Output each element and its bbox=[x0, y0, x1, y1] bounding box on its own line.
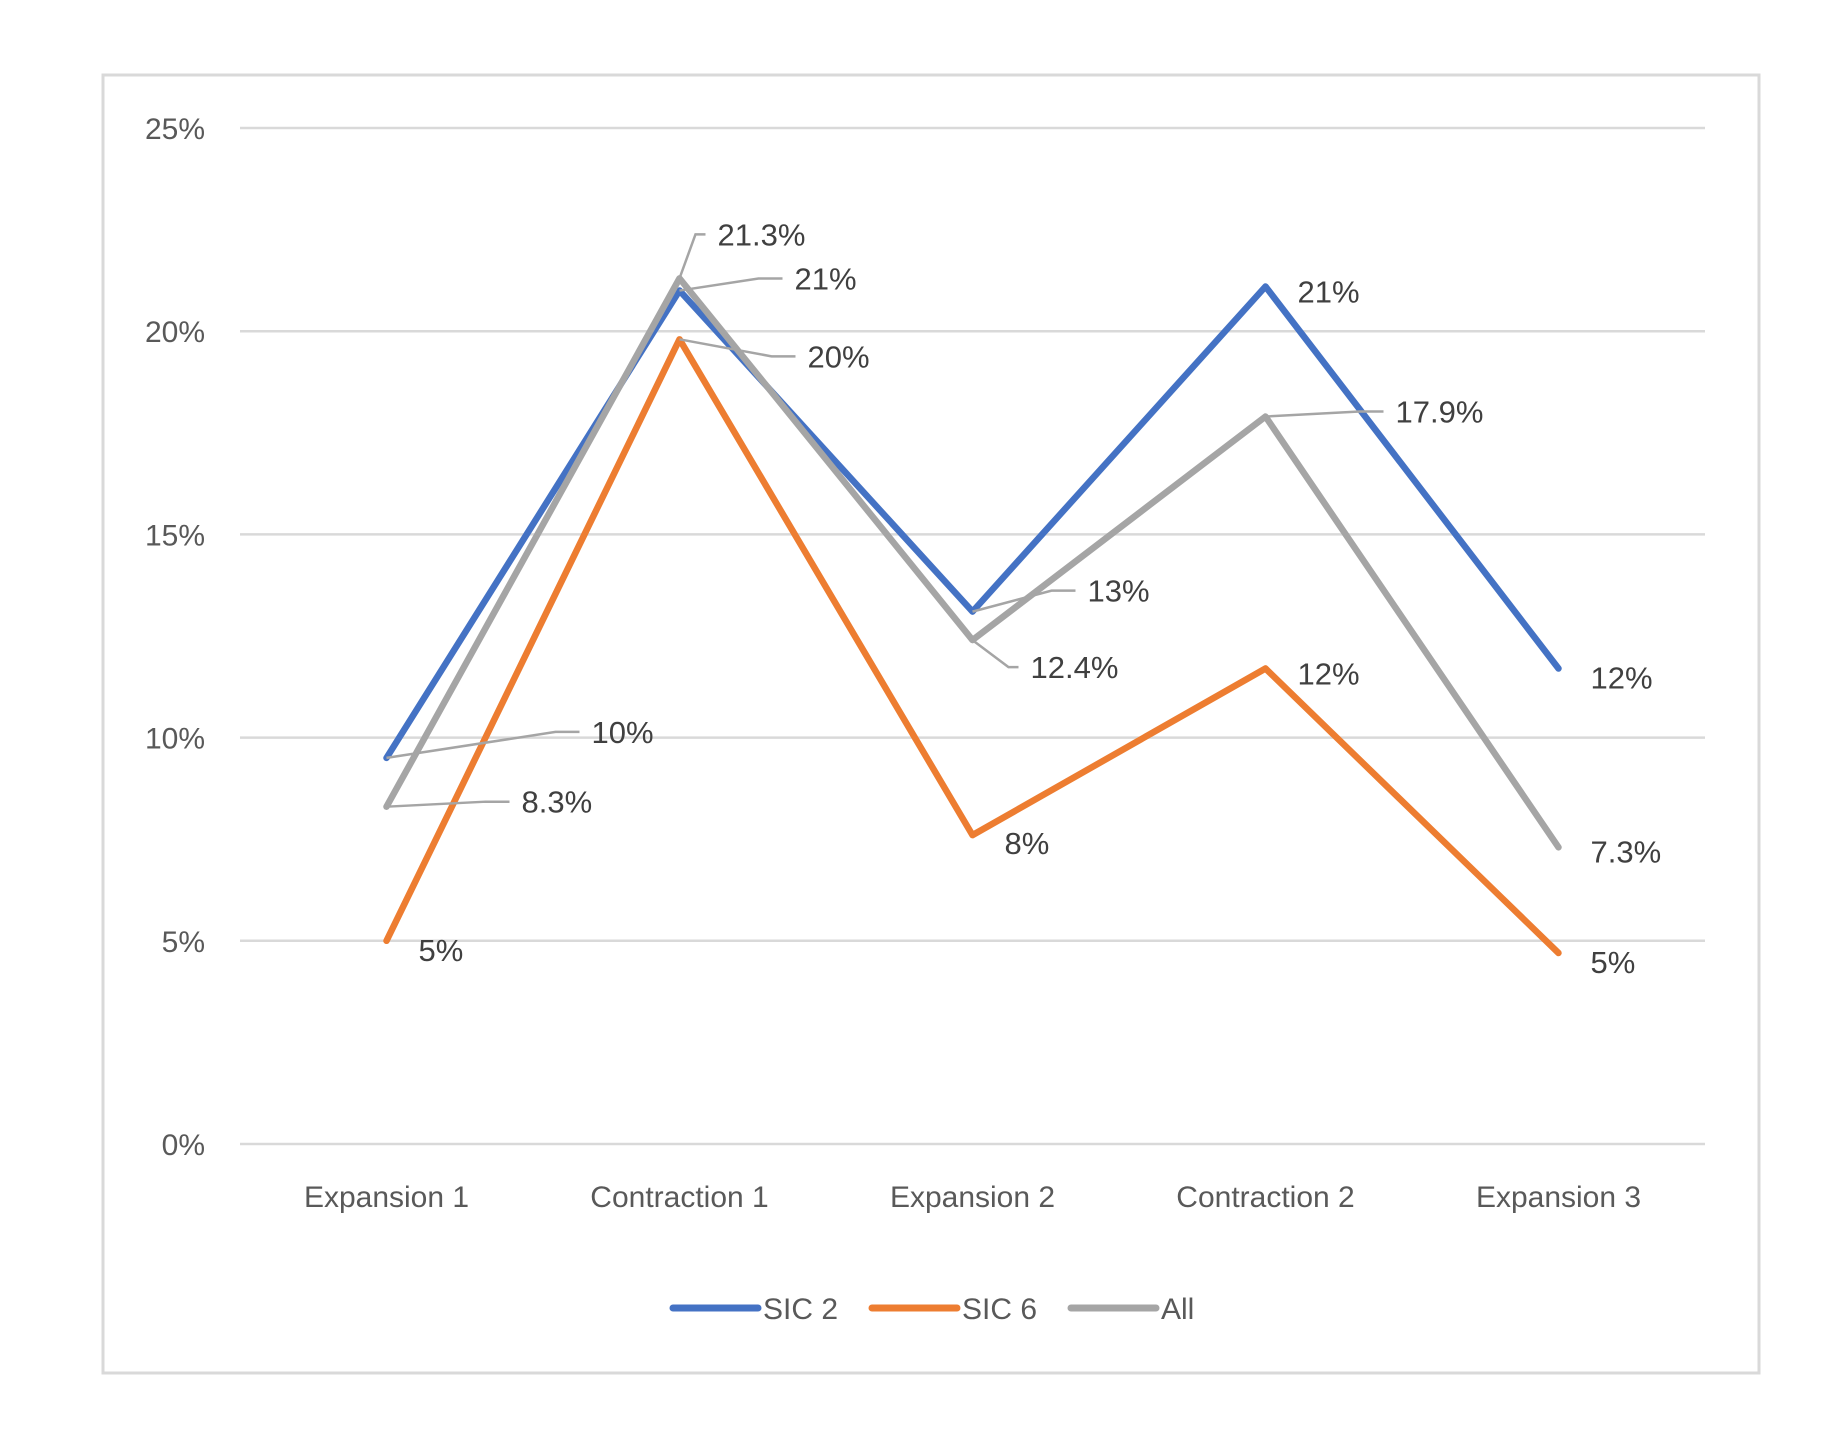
data-label-sic-6: 5% bbox=[1591, 945, 1636, 980]
data-label-sic-6: 5% bbox=[419, 933, 464, 968]
data-label-sic-6: 12% bbox=[1298, 657, 1360, 692]
x-tick-label: Expansion 1 bbox=[304, 1181, 469, 1214]
series-line-sic-6 bbox=[383, 336, 1562, 957]
x-tick-label: Contraction 1 bbox=[590, 1181, 768, 1214]
label-leader-line bbox=[679, 277, 783, 292]
data-label-sic-2: 12% bbox=[1591, 661, 1653, 696]
data-label-all: 17.9% bbox=[1396, 395, 1484, 430]
label-leader-line bbox=[972, 589, 1076, 613]
x-tick-label: Contraction 2 bbox=[1176, 1181, 1354, 1214]
chart-area-border bbox=[101, 73, 1761, 1375]
data-label-sic-2: 10% bbox=[592, 715, 654, 750]
y-tick-label: 15% bbox=[145, 519, 205, 552]
label-leader-line bbox=[678, 233, 706, 279]
data-label-all: 7.3% bbox=[1591, 834, 1662, 869]
legend-label: SIC 2 bbox=[763, 1293, 838, 1326]
label-leader-line bbox=[386, 800, 510, 808]
x-tick-label: Expansion 2 bbox=[890, 1181, 1055, 1214]
data-label-all: 8.3% bbox=[522, 785, 593, 820]
axes: 0% 5% 10% 15% 20% 25% Expansion 1 Contraction 1… bbox=[145, 113, 1641, 1214]
data-label-all: 12.4% bbox=[1031, 650, 1119, 685]
data-label-sic-2: 21% bbox=[795, 262, 857, 297]
y-tick-label: 20% bbox=[145, 316, 205, 349]
data-label-all: 21.3% bbox=[718, 217, 806, 252]
y-tick-label: 10% bbox=[145, 723, 205, 756]
data-labels: 10% 21% 13% 21% 12% 5% 20% 8% 12% 5% 8.3% 21.3% 12.4… bbox=[419, 217, 1662, 980]
legend: SIC 2 SIC 6 All bbox=[669, 1293, 1194, 1326]
label-leader-lines bbox=[386, 233, 1384, 808]
label-leader-line bbox=[971, 639, 1019, 669]
data-label-sic-6: 8% bbox=[1005, 826, 1050, 861]
legend-label: All bbox=[1161, 1293, 1194, 1326]
label-leader-line bbox=[386, 730, 580, 760]
label-leader-line bbox=[1265, 410, 1384, 418]
y-tick-label: 5% bbox=[162, 926, 205, 959]
x-tick-label: Expansion 3 bbox=[1476, 1181, 1641, 1214]
data-label-sic-2: 13% bbox=[1088, 574, 1150, 609]
legend-label: SIC 6 bbox=[962, 1293, 1037, 1326]
y-tick-label: 25% bbox=[145, 113, 205, 146]
y-tick-label: 0% bbox=[162, 1129, 205, 1162]
data-label-sic-2: 21% bbox=[1298, 274, 1360, 309]
label-leader-line bbox=[679, 338, 796, 358]
data-label-sic-6: 20% bbox=[808, 339, 870, 374]
